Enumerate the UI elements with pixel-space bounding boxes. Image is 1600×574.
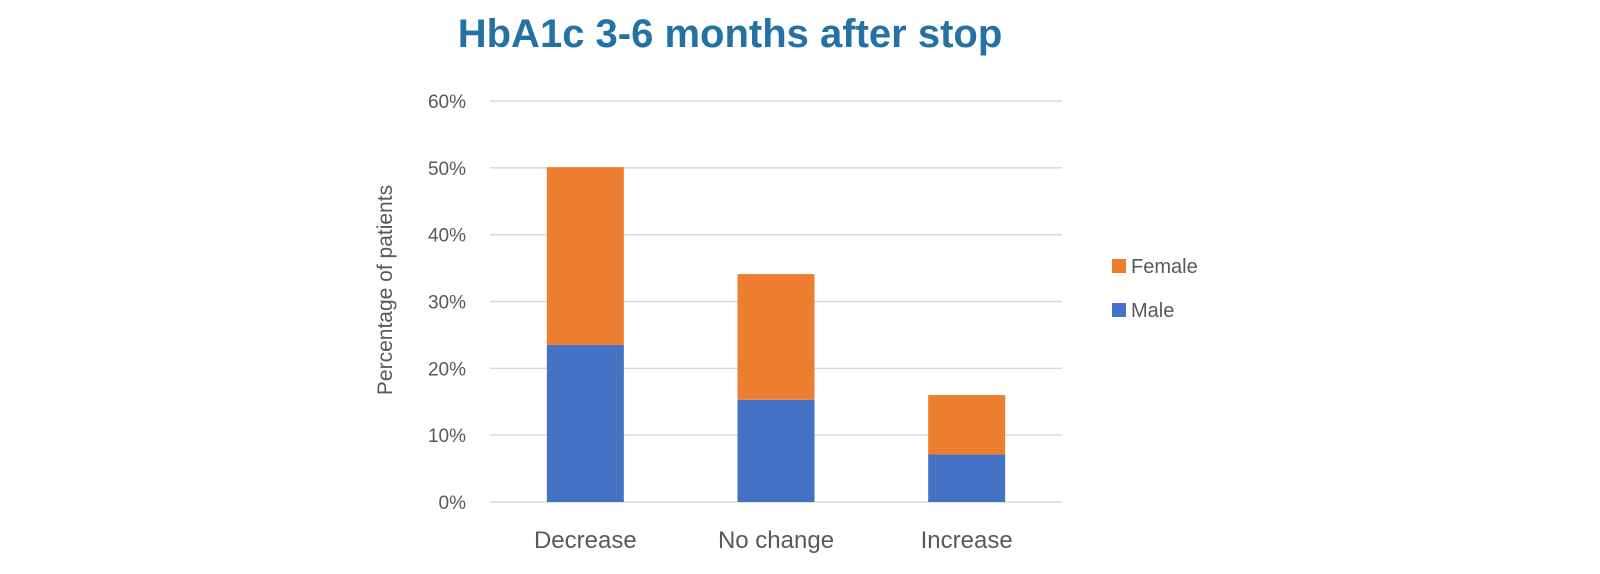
y-axis-label: Percentage of patients [374,185,397,395]
bar-male-increase [928,454,1006,502]
bars [546,167,1006,502]
y-tick-label: 40% [428,226,466,247]
x-axis-categories: Decrease No change Increase [534,527,1013,554]
y-axis-ticks: 0% 10% 20% 30% 40% 50% 60% [428,92,466,514]
legend-label-female: Female [1131,256,1198,278]
x-category-label: Increase [921,527,1013,554]
legend-swatch-male [1112,303,1126,317]
legend-label-male: Male [1131,300,1174,322]
y-tick-label: 0% [439,493,467,514]
x-category-label: Decrease [534,527,637,554]
y-tick-label: 30% [428,293,466,314]
bar-female-increase [928,395,1006,455]
bar-female-no-change [737,274,815,400]
y-tick-label: 50% [428,159,466,180]
y-tick-label: 10% [428,426,466,447]
y-tick-label: 60% [428,92,466,113]
x-category-label: No change [718,527,834,554]
y-tick-label: 20% [428,359,466,380]
bar-male-no-change [737,399,815,502]
bar-male-decrease [546,344,624,502]
chart-title: HbA1c 3-6 months after stop [458,12,1003,56]
bar-female-decrease [546,167,624,345]
legend: Female Male [1112,256,1198,322]
legend-swatch-female [1112,259,1126,273]
